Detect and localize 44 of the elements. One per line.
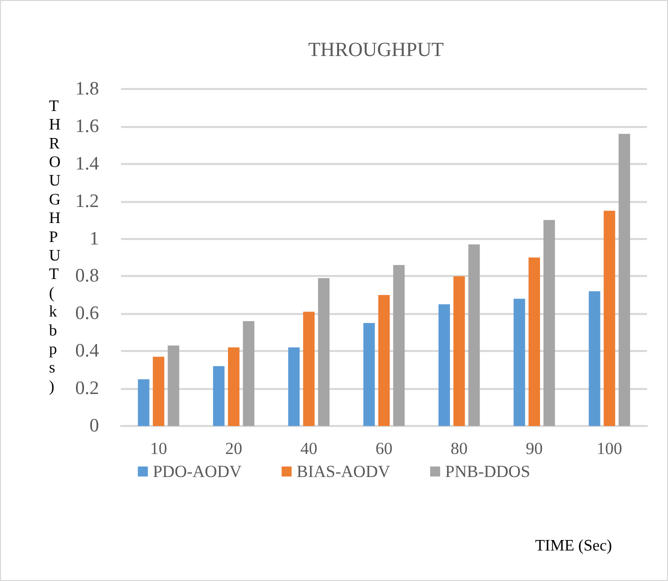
bar <box>468 244 480 426</box>
bar <box>514 298 526 426</box>
x-tick-label: 10 <box>150 439 168 458</box>
x-axis-title: TIME (Sec) <box>535 538 612 554</box>
bar <box>438 304 450 426</box>
bar <box>288 347 300 426</box>
bar <box>588 291 600 426</box>
y-tick-label: 0.2 <box>75 378 99 400</box>
bar <box>168 345 180 426</box>
x-tick-label: 40 <box>300 439 318 458</box>
bar <box>543 220 555 426</box>
bar <box>152 356 164 426</box>
chart-title: THROUGHPUT <box>308 39 444 61</box>
legend-label: PNB-DDOS <box>445 462 530 481</box>
x-tick-label: 100 <box>596 439 622 458</box>
y-tick-label: 1.6 <box>75 116 99 137</box>
y-tick-label: 0.6 <box>75 303 99 324</box>
bar <box>393 264 405 426</box>
bar <box>318 278 330 426</box>
bar <box>242 321 254 426</box>
legend-label: BIAS-AODV <box>296 462 391 481</box>
y-tick-label: 1.2 <box>75 190 99 212</box>
bar <box>363 323 375 426</box>
bar <box>528 258 540 426</box>
y-tick-label: 0.4 <box>75 340 100 362</box>
y-tick-label: 1.8 <box>75 78 99 100</box>
bar <box>453 276 465 426</box>
text: THROUGHPUT (kbps) <box>49 98 61 396</box>
bar <box>618 134 630 426</box>
bar <box>228 347 240 426</box>
bar <box>378 294 390 426</box>
y-tick-label: 0 <box>90 416 99 436</box>
x-tick-label: 60 <box>376 439 392 458</box>
x-tick-label: 20 <box>225 439 242 458</box>
y-tick-label: 1 <box>90 228 99 250</box>
x-tick-label: 80 <box>450 439 468 458</box>
y-tick-label: 0.8 <box>75 266 99 287</box>
legend-label: PDO-AODV <box>152 462 242 481</box>
y-tick-label: 1.4 <box>75 153 100 174</box>
bar <box>138 379 150 426</box>
bar <box>213 366 225 426</box>
x-tick-label: 90 <box>526 439 543 458</box>
bar <box>604 210 616 426</box>
bar <box>303 312 315 426</box>
